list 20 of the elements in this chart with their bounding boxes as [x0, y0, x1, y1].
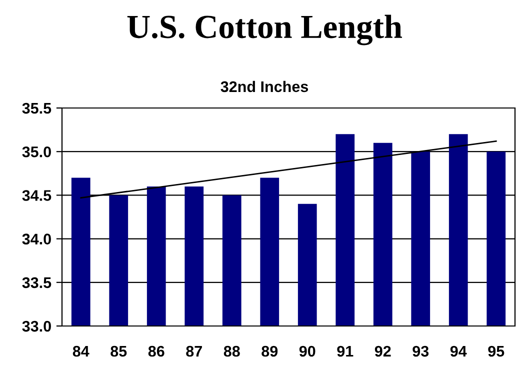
x-tick-label: 95 [488, 346, 504, 357]
y-tick-label: 34.0 [22, 234, 51, 245]
x-tick-label: 88 [224, 346, 240, 357]
x-tick-label: 89 [262, 346, 278, 357]
x-tick-label: 90 [299, 346, 316, 357]
x-tick-label: 84 [72, 346, 90, 357]
x-tick-label: 91 [337, 346, 354, 357]
chart-subtitle: 32nd Inches [220, 80, 308, 92]
x-tick-label: 87 [186, 346, 202, 357]
x-tick-label: 85 [110, 346, 127, 357]
y-tick-label: 34.5 [22, 190, 52, 201]
x-tick-label: 92 [374, 346, 391, 357]
y-tick-label: 33.5 [22, 277, 52, 288]
chart-title: U.S. Cotton Length [127, 14, 402, 46]
x-tick-label: 93 [412, 346, 429, 357]
x-tick-label: 86 [148, 346, 164, 357]
y-tick-label: 35.5 [22, 102, 52, 114]
y-tick-label: 35.0 [22, 146, 51, 158]
x-tick-label: 94 [450, 346, 467, 357]
y-tick-label: 33.0 [22, 320, 51, 332]
